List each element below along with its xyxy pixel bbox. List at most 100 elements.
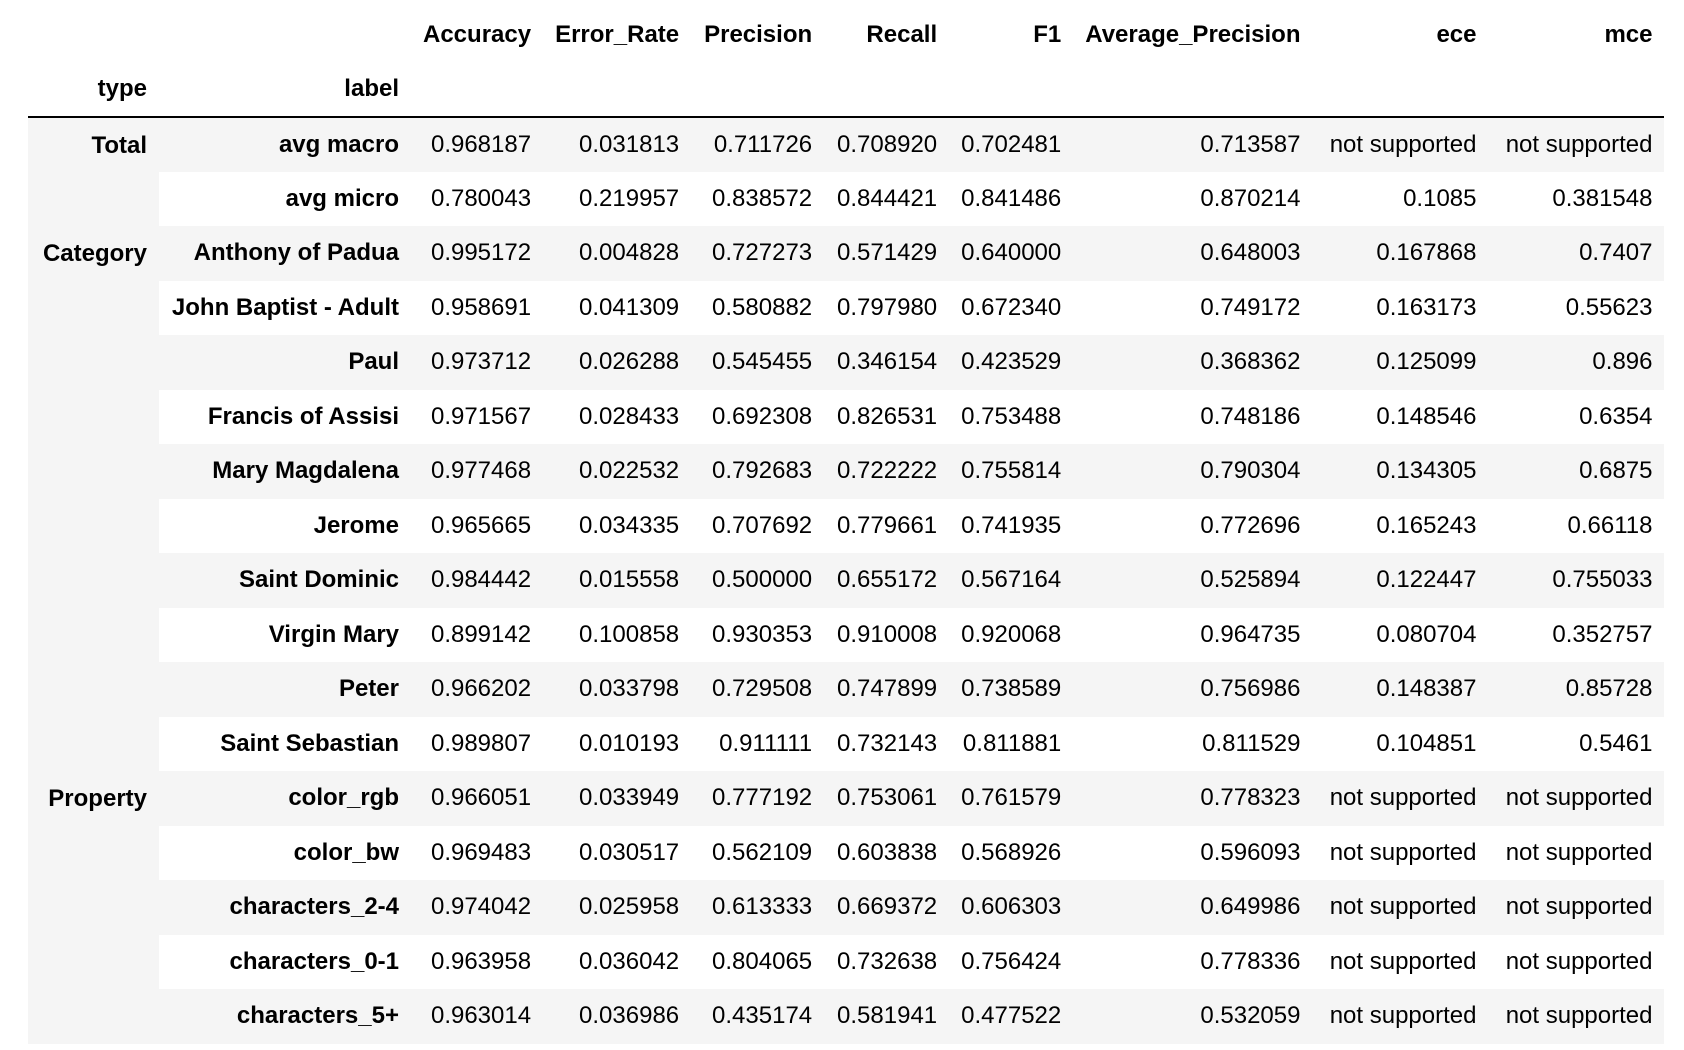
cell-accuracy: 0.969483 (411, 825, 544, 880)
row-label: Saint Sebastian (159, 716, 411, 771)
cell-error-rate: 0.034335 (543, 498, 692, 553)
row-label: John Baptist - Adult (159, 280, 411, 335)
cell-mce: not supported (1488, 989, 1665, 1044)
table-row: Paul 0.973712 0.026288 0.545455 0.346154 0.42… (28, 335, 1665, 390)
row-label: Paul (159, 335, 411, 390)
table-row: Category Anthony of Padua 0.995172 0.004828… (28, 226, 1665, 771)
cell-mce: 0.7407 (1488, 226, 1665, 281)
cell-average-precision: 0.964735 (1073, 607, 1313, 662)
cell-ece: 0.122447 (1312, 553, 1489, 608)
cell-ece: 0.125099 (1312, 335, 1489, 390)
cell-mce: 0.352757 (1488, 607, 1665, 662)
cell-f1: 0.702481 (949, 117, 1074, 172)
cell-ece: not supported (1312, 825, 1489, 880)
table-row: characters_0-1 0.963958 0.036042 0.804065 0.… (28, 934, 1665, 989)
cell-recall: 0.581941 (824, 989, 950, 1044)
cell-precision: 0.545455 (691, 335, 825, 390)
cell-f1: 0.741935 (949, 498, 1074, 553)
table-row: Virgin Mary 0.899142 0.100858 0.930353 0.910… (28, 607, 1665, 662)
cell-accuracy: 0.958691 (411, 280, 544, 335)
cell-recall: 0.346154 (824, 335, 950, 390)
cell-recall: 0.655172 (824, 553, 950, 608)
cell-accuracy: 0.780043 (411, 171, 544, 226)
cell-error-rate: 0.031813 (543, 117, 692, 172)
cell-average-precision: 0.778323 (1073, 771, 1313, 826)
cell-f1: 0.920068 (949, 607, 1074, 662)
table-row: Saint Sebastian 0.989807 0.010193 0.911111 0… (28, 716, 1665, 771)
cell-accuracy: 0.974042 (411, 880, 544, 935)
row-label: Saint Dominic (159, 553, 411, 608)
cell-mce: 0.66118 (1488, 498, 1665, 553)
cell-ece: not supported (1312, 989, 1489, 1044)
cell-recall: 0.753061 (824, 771, 950, 826)
cell-average-precision: 0.649986 (1073, 880, 1313, 935)
cell-accuracy: 0.989807 (411, 716, 544, 771)
table-body: Total avg macro 0.968187 0.031813 0.711726 0.… (28, 117, 1665, 1044)
column-header-recall: Recall (824, 8, 950, 63)
cell-average-precision: 0.648003 (1073, 226, 1313, 281)
cell-f1: 0.567164 (949, 553, 1074, 608)
cell-accuracy: 0.966202 (411, 662, 544, 717)
row-label: color_rgb (159, 771, 411, 826)
cell-error-rate: 0.015558 (543, 553, 692, 608)
row-label: Anthony of Padua (159, 226, 411, 281)
cell-mce: 0.6875 (1488, 444, 1665, 499)
cell-average-precision: 0.756986 (1073, 662, 1313, 717)
cell-f1: 0.755814 (949, 444, 1074, 499)
cell-error-rate: 0.022532 (543, 444, 692, 499)
cell-precision: 0.435174 (691, 989, 825, 1044)
cell-accuracy: 0.995172 (411, 226, 544, 281)
cell-f1: 0.640000 (949, 226, 1074, 281)
cell-error-rate: 0.036986 (543, 989, 692, 1044)
cell-error-rate: 0.100858 (543, 607, 692, 662)
cell-ece: 0.165243 (1312, 498, 1489, 553)
column-header-precision: Precision (691, 8, 825, 63)
cell-precision: 0.792683 (691, 444, 825, 499)
cell-accuracy: 0.973712 (411, 335, 544, 390)
cell-average-precision: 0.748186 (1073, 389, 1313, 444)
cell-mce: not supported (1488, 771, 1665, 826)
column-header-mce: mce (1488, 8, 1665, 63)
row-label: characters_2-4 (159, 880, 411, 935)
cell-precision: 0.727273 (691, 226, 825, 281)
table-row: characters_5+ 0.963014 0.036986 0.435174 0.5… (28, 989, 1665, 1044)
cell-precision: 0.911111 (691, 716, 825, 771)
cell-average-precision: 0.532059 (1073, 989, 1313, 1044)
metrics-table: Accuracy Error_Rate Precision Recall F1 … (28, 8, 1665, 1044)
cell-precision: 0.692308 (691, 389, 825, 444)
cell-f1: 0.811881 (949, 716, 1074, 771)
cell-error-rate: 0.026288 (543, 335, 692, 390)
cell-f1: 0.672340 (949, 280, 1074, 335)
cell-error-rate: 0.219957 (543, 171, 692, 226)
header-blank (1073, 62, 1313, 118)
cell-precision: 0.562109 (691, 825, 825, 880)
cell-accuracy: 0.966051 (411, 771, 544, 826)
row-group-type: Category (28, 226, 159, 771)
cell-recall: 0.779661 (824, 498, 950, 553)
cell-ece: 0.1085 (1312, 171, 1489, 226)
table-row: Francis of Assisi 0.971567 0.028433 0.69230… (28, 389, 1665, 444)
column-header-ece: ece (1312, 8, 1489, 63)
cell-error-rate: 0.028433 (543, 389, 692, 444)
cell-precision: 0.804065 (691, 934, 825, 989)
cell-f1: 0.841486 (949, 171, 1074, 226)
row-label: avg macro (159, 117, 411, 172)
table-row: Mary Magdalena 0.977468 0.022532 0.792683 0.… (28, 444, 1665, 499)
cell-recall: 0.669372 (824, 880, 950, 935)
cell-recall: 0.708920 (824, 117, 950, 172)
row-label: Mary Magdalena (159, 444, 411, 499)
cell-recall: 0.603838 (824, 825, 950, 880)
row-label: Jerome (159, 498, 411, 553)
cell-average-precision: 0.772696 (1073, 498, 1313, 553)
cell-recall: 0.732143 (824, 716, 950, 771)
cell-mce: 0.896 (1488, 335, 1665, 390)
cell-ece: 0.134305 (1312, 444, 1489, 499)
row-group-type: Total (28, 117, 159, 226)
cell-recall: 0.732638 (824, 934, 950, 989)
cell-ece: 0.080704 (1312, 607, 1489, 662)
row-label: color_bw (159, 825, 411, 880)
table-row: Total avg macro 0.968187 0.031813 0.711726 0.… (28, 117, 1665, 226)
cell-precision: 0.500000 (691, 553, 825, 608)
cell-ece: 0.148387 (1312, 662, 1489, 717)
row-label: Peter (159, 662, 411, 717)
